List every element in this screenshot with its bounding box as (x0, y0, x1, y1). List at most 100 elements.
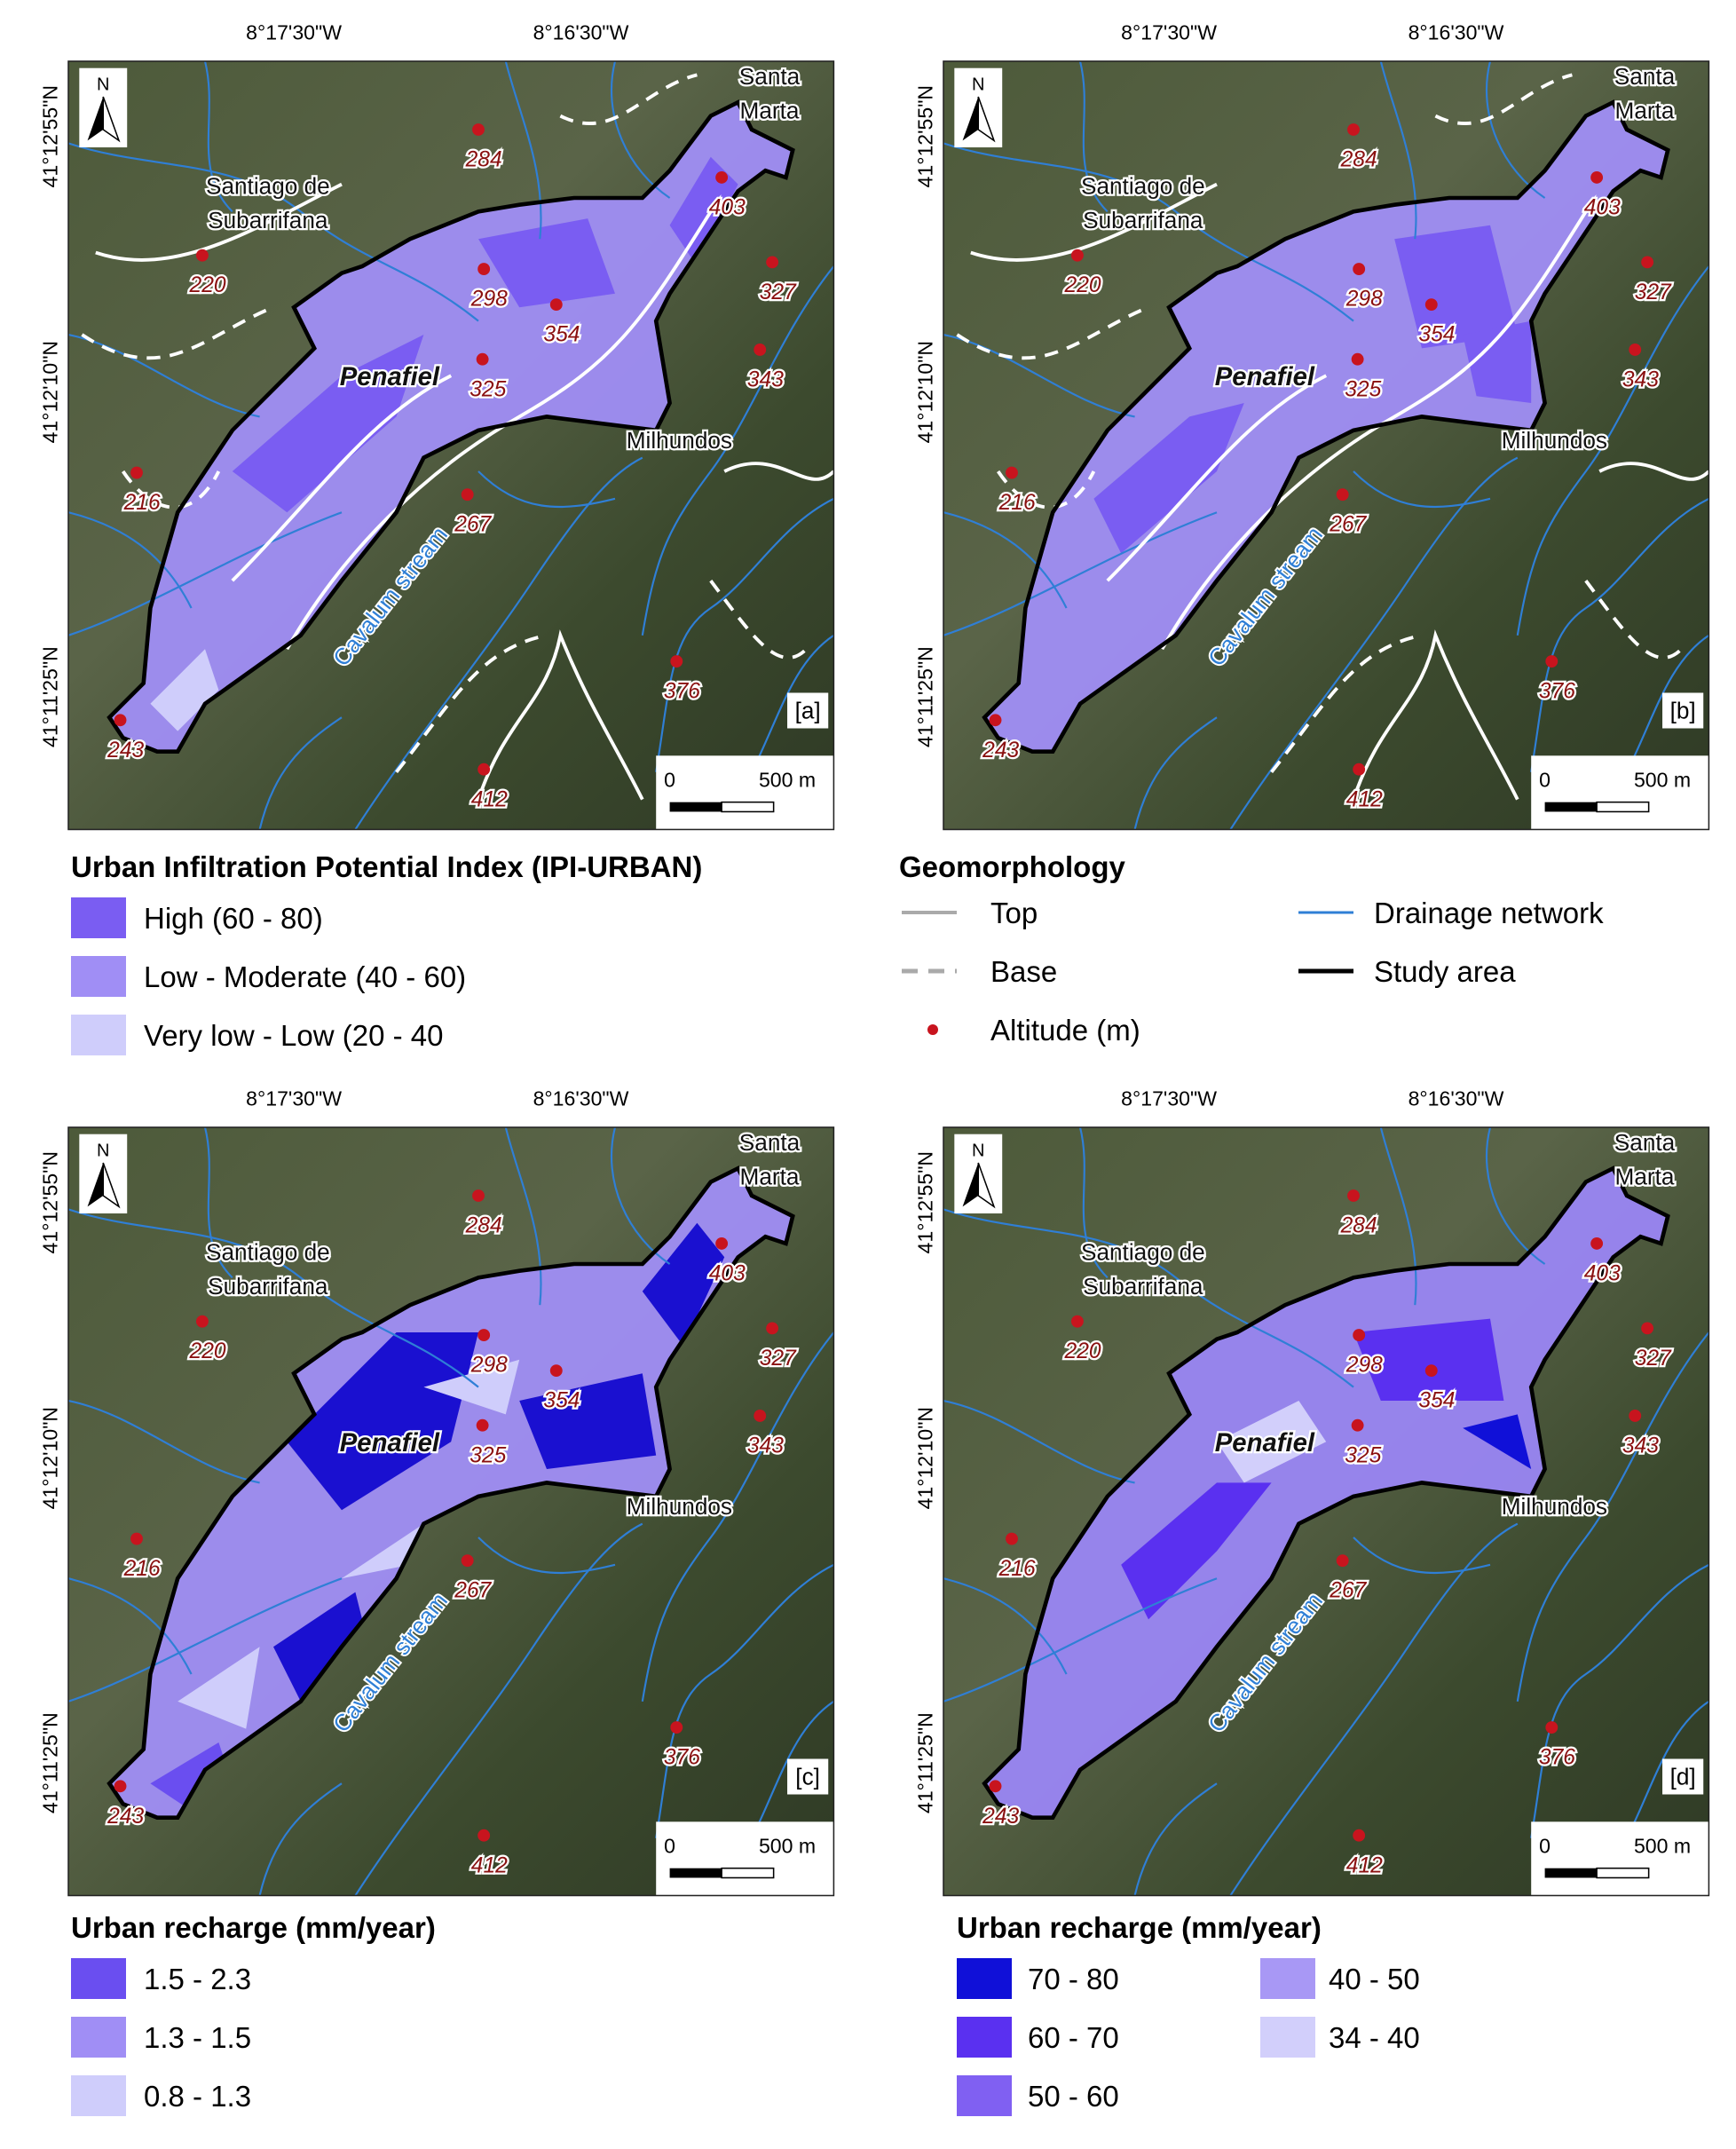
zone-patch (1121, 1482, 1272, 1620)
panel-border (67, 60, 835, 831)
altitude-point (477, 1329, 491, 1342)
altitude-label: 284 (1340, 1214, 1377, 1238)
altitude-point (754, 1410, 767, 1422)
drainage-line (68, 142, 479, 322)
scale-bar-black (669, 1868, 722, 1878)
altitude-point (461, 1554, 474, 1568)
zones (1121, 1318, 1532, 1620)
drainage-line (1229, 1522, 1519, 1896)
longitude-label: 8°17'30"W (1121, 20, 1217, 43)
panel-border (67, 1126, 835, 1897)
latitude-label: 41°12'10"N (39, 341, 62, 444)
altitude-label: 376 (664, 1746, 700, 1770)
legend-label: 70 - 80 (1028, 1963, 1119, 1995)
longitude-label: 8°17'30"W (1121, 1086, 1217, 1110)
altitude-point (195, 1315, 209, 1328)
altitude-label: 267 (454, 513, 492, 537)
altitude-point (715, 170, 729, 184)
altitude-label: 298 (1345, 1354, 1383, 1378)
latitude-label: 41°11'25"N (914, 646, 937, 747)
scale-bar-white (1596, 1867, 1650, 1879)
altitude-point (715, 1236, 729, 1250)
place-label: Santiago de (1081, 1238, 1205, 1265)
place-label: Penafiel (1215, 1429, 1315, 1458)
altitude-point (477, 1829, 491, 1842)
altitude-label: 343 (1622, 1434, 1659, 1458)
altitude-label: 412 (471, 1853, 508, 1877)
scale-distance: 500 m (1634, 769, 1691, 792)
zone-patch (669, 156, 738, 266)
north-arrow (962, 97, 979, 141)
altitude-point (477, 263, 491, 276)
altitude-point (670, 655, 683, 668)
place-label: Penafiel (340, 1429, 440, 1458)
altitude-point (766, 1322, 779, 1335)
place-label: Penafiel (1215, 363, 1315, 391)
altitude-label: 243 (107, 1805, 144, 1829)
scale-bar-white (721, 801, 775, 813)
altitude-label: 267 (454, 1579, 492, 1603)
latitude-label: 41°11'25"N (39, 646, 62, 747)
altitude-label: 412 (1346, 787, 1383, 811)
drainage-line (1379, 61, 1417, 240)
drainage-line (68, 1399, 260, 1484)
drainage-line (68, 1577, 193, 1675)
legend-title: Geomorphology (899, 850, 1125, 883)
map-panel: 8°17'30"W 8°16'30"W 41°12'55"N 41°12'10"N 41… (914, 1086, 1710, 1897)
zone-patch (178, 1647, 260, 1729)
zone-patch (1093, 403, 1244, 554)
place-label: Subarrifana (1083, 1273, 1203, 1300)
place-label: Santa (1614, 63, 1676, 90)
drainage-line (258, 1782, 343, 1896)
altitude-point (476, 1418, 489, 1432)
legend-label: Altitude (m) (990, 1014, 1140, 1047)
drainage-line (1379, 1127, 1417, 1306)
drainage-line (943, 142, 1354, 322)
altitude-point (1336, 1554, 1349, 1568)
base-line (956, 305, 1149, 360)
scale-bar-black (1544, 802, 1598, 812)
drainage-line (1229, 456, 1519, 830)
map-frame: 284 403 220 298 327 354 343 325 216 267 376 243 412 S… (943, 1127, 1709, 1896)
base-line (1270, 633, 1423, 774)
place-label: Subarrifana (208, 1273, 328, 1300)
drainage-line (655, 1563, 834, 1838)
base-line (121, 470, 221, 510)
longitude-label: 8°16'30"W (1409, 20, 1504, 43)
legend-title: Urban recharge (mm/year) (957, 1911, 1322, 1944)
north-arrow-half (102, 96, 121, 143)
drainage-line (68, 511, 343, 636)
altitude-label: 243 (982, 1805, 1019, 1829)
altitude-point (472, 123, 485, 136)
latitude-label: 41°12'10"N (914, 1407, 937, 1510)
panel-tag: [a] (795, 698, 821, 724)
scale-box (1531, 755, 1709, 830)
scale-box (1531, 1821, 1709, 1896)
altitude-point (130, 466, 143, 479)
latitude-label: 41°11'25"N (39, 1712, 62, 1813)
zone-patch (287, 1332, 478, 1511)
altitude-point (130, 1532, 143, 1545)
scale-zero: 0 (1539, 1835, 1551, 1858)
altitude-point (1006, 466, 1018, 479)
legend-swatch (71, 1958, 126, 1999)
drainage-line (943, 511, 1068, 609)
longitude-label: 8°16'30"W (533, 20, 629, 43)
longitude-label: 8°16'30"W (533, 1086, 629, 1110)
top-line (723, 462, 834, 481)
altitude-point (1336, 488, 1349, 502)
longitude-label: 8°17'30"W (246, 20, 342, 43)
altitude-point (195, 249, 209, 262)
base-line (1584, 580, 1683, 660)
legend-label: Study area (1374, 955, 1516, 988)
zone-patch (273, 1592, 369, 1702)
altitude-label: 325 (470, 1443, 506, 1467)
altitude-point (1590, 1236, 1604, 1250)
zone-patch (519, 1373, 657, 1469)
legend-swatch (957, 1958, 1012, 1999)
map-frame: 284 403 220 298 327 354 343 325 216 267 376 243 412 S… (68, 61, 834, 830)
latitude-label: 41°12'10"N (914, 341, 937, 444)
legend-swatch (71, 897, 126, 938)
altitude-label: 403 (709, 1261, 746, 1285)
drainage-line (203, 1127, 233, 1279)
